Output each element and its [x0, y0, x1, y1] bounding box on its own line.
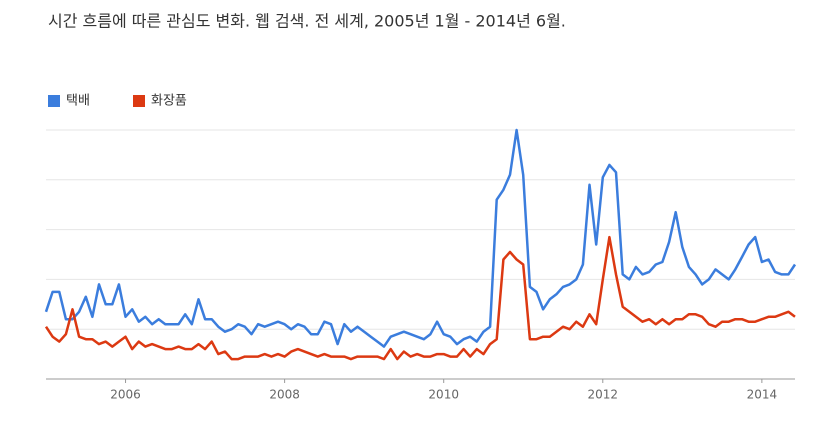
x-tick-label: 2010 [428, 388, 459, 402]
x-tick-label: 2006 [110, 388, 141, 402]
legend-label: 화장품 [151, 94, 187, 109]
legend-swatch [48, 95, 60, 107]
x-tick-label: 2014 [747, 388, 778, 402]
series-line [44, 128, 797, 348]
x-tick-label: 2012 [588, 388, 619, 402]
x-tick-label: 2008 [269, 388, 300, 402]
chart-title: 시간 흐름에 따른 관심도 변화. 웹 검색. 전 세계, 2005년 1월 -… [48, 12, 566, 31]
legend-label: 택배 [66, 94, 90, 109]
series-line [44, 235, 796, 361]
legend-swatch [133, 95, 145, 107]
